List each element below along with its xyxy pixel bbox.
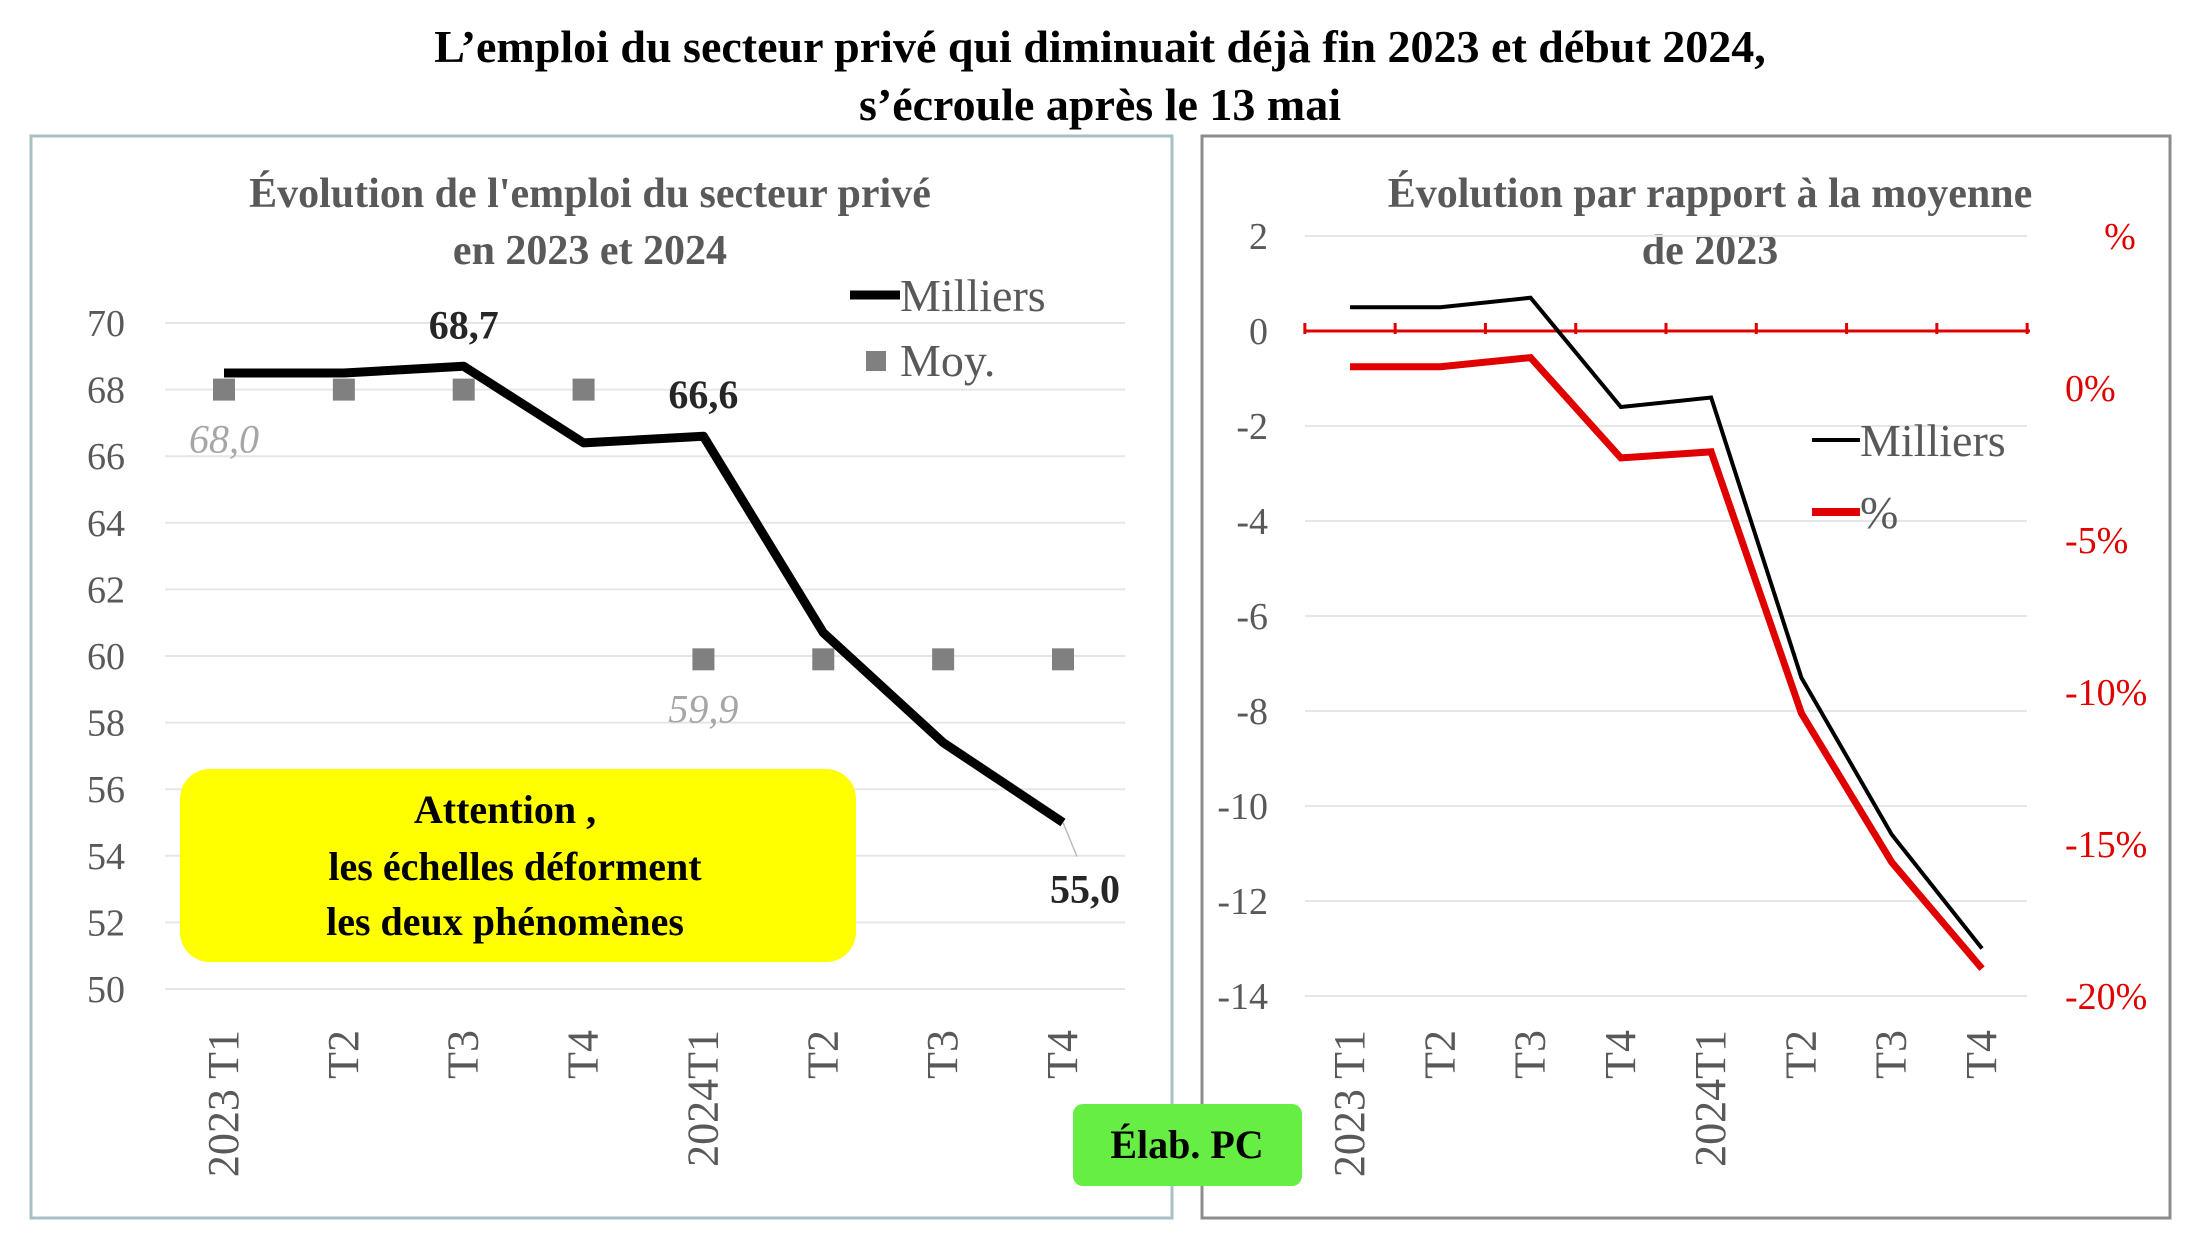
- x-tick-label: T4: [559, 1030, 608, 1079]
- percent-line: [1350, 353, 1985, 971]
- warning-note-line-3: les deux phénomènes: [326, 899, 684, 944]
- legend-moy-swatch: [866, 351, 886, 371]
- x-tick-label: T4: [1038, 1030, 1087, 1079]
- moy-marker: [452, 378, 475, 401]
- x-tick-label: T2: [319, 1030, 368, 1079]
- y-tick-label: 50: [87, 969, 125, 1011]
- y-tick-label: -6: [1236, 596, 1268, 638]
- y-tick-label: 54: [87, 836, 125, 878]
- credit-badge: [1073, 1104, 1302, 1186]
- x-tick-label: T2: [1776, 1030, 1825, 1079]
- milliers-line: [224, 361, 1066, 827]
- moy-marker: [692, 648, 715, 671]
- right-chart-frame: [1200, 134, 2172, 1220]
- x-tick-label: 2024T1: [1686, 1030, 1735, 1167]
- y-tick-label: 66: [87, 436, 125, 478]
- y2-tick-label: -10%: [2065, 672, 2147, 714]
- x-tick-label: 2024T1: [678, 1030, 727, 1167]
- y-tick-label: -10: [1217, 786, 1268, 828]
- y-tick-label: 2: [1249, 216, 1268, 258]
- y-tick-label: 60: [87, 636, 125, 678]
- right-chart: -14 -12 -10 -8 -6 -4 -2 0 2 -20% -15% -10% -5% 0%% 202…: [1217, 216, 2147, 1177]
- left-chart: 50 52 54 56 58 60 62 64 66 68 70 2023 T1 T2 T3 T4 2024T…: [87, 302, 1125, 1177]
- warning-note-line-2: les échelles déforment: [328, 844, 702, 889]
- main-title-line-2: s’écroule après le 13 mai: [859, 79, 1341, 130]
- y2-tick-label: -20%: [2065, 976, 2147, 1018]
- y2-tick-label: -5%: [2065, 520, 2128, 562]
- y-tick-label: -2: [1236, 406, 1268, 448]
- x-tick-label: T3: [1867, 1030, 1916, 1079]
- y-tick-label: 68: [87, 370, 125, 412]
- moy-marker: [572, 378, 595, 401]
- x-tick-label: T4: [1957, 1030, 2006, 1079]
- data-label: 66,6: [668, 372, 738, 417]
- y2-tick-label: -15%: [2065, 824, 2147, 866]
- x-tick-label: 2023 T1: [199, 1030, 248, 1177]
- left-chart-title-1: Évolution de l'emploi du secteur privé: [249, 170, 931, 217]
- y-tick-label: -8: [1236, 691, 1268, 733]
- credit-text: Élab. PC: [1110, 1122, 1263, 1167]
- warning-note-box: [180, 769, 856, 962]
- y-tick-label: 56: [87, 769, 125, 811]
- data-label: 59,9: [668, 686, 738, 731]
- y-tick-label: 70: [87, 303, 125, 345]
- x-tick-label: 2023 T1: [1325, 1030, 1374, 1177]
- y-tick-label: 0: [1249, 311, 1268, 353]
- moy-marker: [812, 648, 835, 671]
- right-chart-title-1: Évolution par rapport à la moyenne: [1388, 170, 2032, 217]
- milliers-line: [1350, 295, 1984, 950]
- data-label-leader: [1062, 822, 1078, 857]
- y-tick-label: 52: [87, 902, 125, 944]
- left-chart-frame: [29, 134, 1174, 1220]
- legend-milliers-label: Milliers: [900, 270, 1046, 321]
- legend-pct-label: %: [1860, 487, 1898, 538]
- legend-moy-label: Moy.: [900, 335, 995, 386]
- x-tick-label: T3: [918, 1030, 967, 1079]
- y2-tick-label: 0%: [2065, 368, 2116, 410]
- data-label: 55,0: [1050, 867, 1120, 912]
- moy-marker: [213, 378, 235, 401]
- x-tick-label: T3: [1506, 1030, 1555, 1079]
- legend-right-milliers-label: Milliers: [1860, 415, 2006, 466]
- y-tick-label: 62: [87, 569, 125, 611]
- moy-marker: [932, 648, 955, 671]
- y-tick-label: 64: [87, 503, 125, 545]
- moy-marker: [332, 378, 355, 401]
- y2-tick-label: %: [2104, 216, 2136, 258]
- right-chart-title-2: de 2023: [1642, 228, 1779, 274]
- y-tick-label: 58: [87, 703, 125, 745]
- left-chart-title-2: en 2023 et 2024: [453, 228, 727, 274]
- data-label: 68,7: [429, 302, 499, 347]
- x-tick-label: T2: [1415, 1030, 1464, 1079]
- main-title-line-1: L’emploi du secteur privé qui diminuait …: [434, 21, 1766, 72]
- y-tick-label: -4: [1236, 501, 1268, 543]
- x-tick-label: T3: [439, 1030, 488, 1079]
- x-tick-label: T2: [798, 1030, 847, 1079]
- y-tick-label: -14: [1217, 976, 1268, 1018]
- warning-note-line-1: Attention ,: [414, 787, 596, 832]
- moy-marker: [1052, 648, 1074, 671]
- y-tick-label: -12: [1217, 881, 1268, 923]
- x-tick-label: T4: [1596, 1030, 1645, 1079]
- data-label: 68,0: [189, 417, 259, 462]
